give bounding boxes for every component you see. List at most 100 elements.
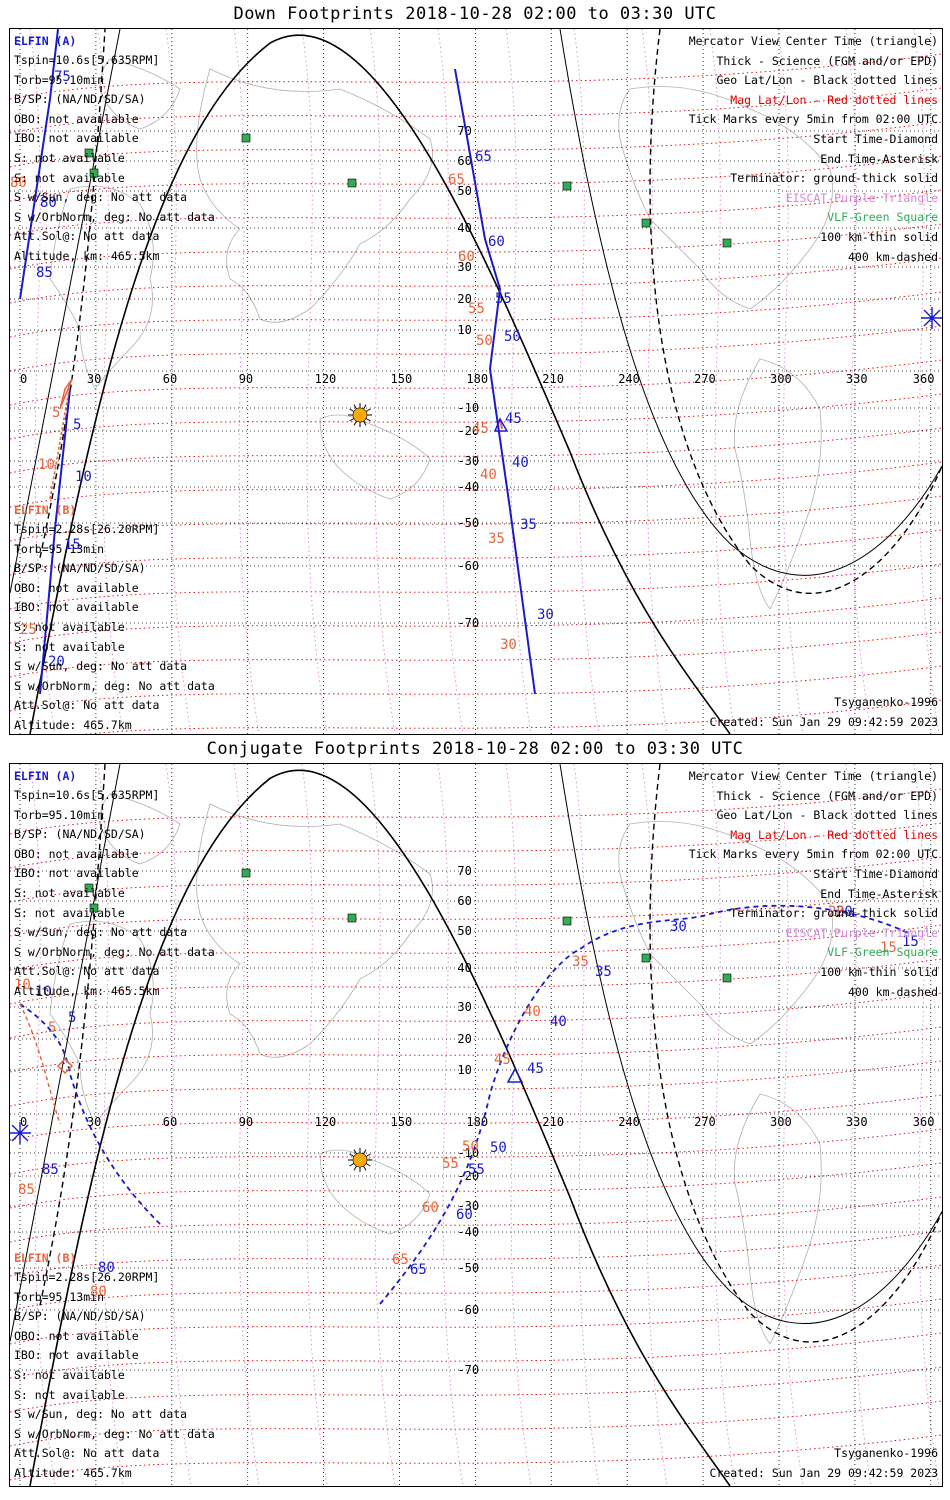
track-a-label: 55 [495,291,512,307]
lon-tick-label: 30 [87,1115,101,1129]
sun-ray [349,1163,355,1167]
lat-tick-label: -60 [457,1303,479,1317]
vlf-station-square [241,868,251,878]
legend-entry: 100 km-thin solid [820,964,938,979]
track-a-label: 5 [68,1010,76,1026]
sat-a-name: ELFIN (A) [14,769,77,783]
lat-tick-label: -60 [457,559,479,573]
lat-tick-label: 60 [457,154,471,168]
lat-tick-label: 40 [457,221,471,235]
track-a-label: 45 [527,1061,544,1077]
sun-ray [363,404,367,410]
mag-lon-line [369,764,396,1486]
track-a-label: 30 [537,607,554,623]
mag-lon-line [437,764,464,1486]
continent-outline [196,68,433,323]
sat-b-line: S: not available [14,639,125,654]
track-a-label: 50 [490,1140,507,1156]
sat-b-line: Att.Sol@: No att data [14,1446,160,1461]
lon-tick-label: 0 [20,372,27,386]
vlf-station-square [84,883,94,893]
track-a-label: 50 [504,329,521,345]
track-b-label: 65 [392,1252,409,1268]
continent-outline [99,793,181,865]
mag-lat-line [10,563,942,610]
map-panel-conjugate: 0 30 60 90 120 150 180 210 240 270 300 330 360 70 60 50… [9,763,943,1487]
map-canvas-down: 0 30 60 90 120 150 180 210 240 270 300 330 360706050… [10,29,942,734]
vlf-station-square [722,238,732,248]
legend-entry: Mag Lat/Lon - Red dotted lines [730,827,938,842]
continent-outline [733,358,822,610]
mag-lon-line [641,29,668,734]
track-a-label: 30 [670,919,687,935]
track-sat-b [19,1003,61,1125]
sat-a-line: S w/Sun, deg: No att data [14,190,188,205]
lat-tick-label: -50 [457,1261,479,1275]
lat-tick-label: -70 [457,616,479,630]
sat-a-line: Altitude, km: 465.5km [14,248,160,263]
sat-b-name: ELFIN (B) [14,503,77,517]
track-b-label: 50 [476,333,493,349]
lon-tick-label: 60 [163,1115,177,1129]
mag-lat-line [10,189,942,236]
sat-a-line: S: not available [14,885,125,900]
track-b-label: 30 [500,637,517,653]
lon-tick-label: 330 [846,1115,868,1129]
lat-tick-label: 50 [457,184,471,198]
track-b-label: 20 [828,904,845,920]
legend-entry: VLF-Green Square [827,945,938,960]
track-a-label: 75 [54,69,71,85]
track-b-label: 35 [572,954,589,970]
vlf-station-square [241,133,251,143]
track-a-label: 80 [40,195,57,211]
lon-tick-label: 360 [913,372,935,386]
lon-tick-label: 270 [694,1115,716,1129]
track-a-label: 85 [42,1162,59,1178]
sun-ray [353,404,357,410]
sat-a-line: Att.Sol@: No att data [14,964,160,979]
track-b-label: 65 [448,172,465,188]
track-b-label: 15 [880,940,897,956]
track-a-label: 40 [550,1014,567,1030]
continent-outline [319,414,431,500]
lon-tick-label: 330 [846,372,868,386]
sat-b-line: S: not available [14,619,125,634]
lat-tick-label: 10 [457,1063,471,1077]
sun-ray [349,418,355,422]
track-b-label: 40 [480,467,497,483]
mag-lat-line [10,155,942,202]
panel-title-conjugate: Conjugate Footprints 2018-10-28 02:00 to… [206,739,744,759]
mag-lon-line [573,764,600,1486]
legend: Mercator View Center Time (triangle) Thi… [689,767,938,1002]
track-b-label: 80 [10,175,27,191]
continent-outline [196,803,433,1058]
track-b-label: 55 [442,1156,459,1172]
sat-b-name: ELFIN (B) [14,1251,77,1265]
lon-tick-label: 210 [542,1115,564,1129]
sun-ray [353,1149,357,1155]
mag-lat-line [10,257,942,304]
mag-lat-line [10,788,942,835]
sat-b-info: Tspin=2.28s[26.20RPM] Torb=95.13min B/SP… [14,1268,215,1484]
legend-entry: Terminator: ground-thick solid [730,906,938,921]
track-b-label: 85 [18,1182,35,1198]
sat-b-info: Tspin=2.28s[26.20RPM] Torb=95.13min B/SP… [14,520,215,734]
end-asterisk [10,1122,31,1144]
sat-b-line: Altitude: 465.7km [14,1465,132,1480]
mag-lon-line [913,764,940,1486]
mag-lat-line [10,1264,942,1311]
track-b-label: 60 [458,249,475,265]
mag-lat-line [10,1366,942,1413]
sat-a-line: Torb=95.10min [14,72,105,87]
lat-tick-label: 10 [457,323,471,337]
track-a-label: 20 [48,654,65,670]
vlf-station-square [89,903,99,913]
track-sat-a [19,1003,161,1225]
track-a-label: 60 [456,1207,473,1223]
sun-ray [349,1153,355,1157]
sat-b-line: Altitude: 465.7km [14,717,132,732]
track-a-label: 85 [36,265,53,281]
lon-tick-label: 180 [466,372,488,386]
lat-tick-label: -20 [457,424,479,438]
lat-tick-label: -40 [457,1225,479,1239]
